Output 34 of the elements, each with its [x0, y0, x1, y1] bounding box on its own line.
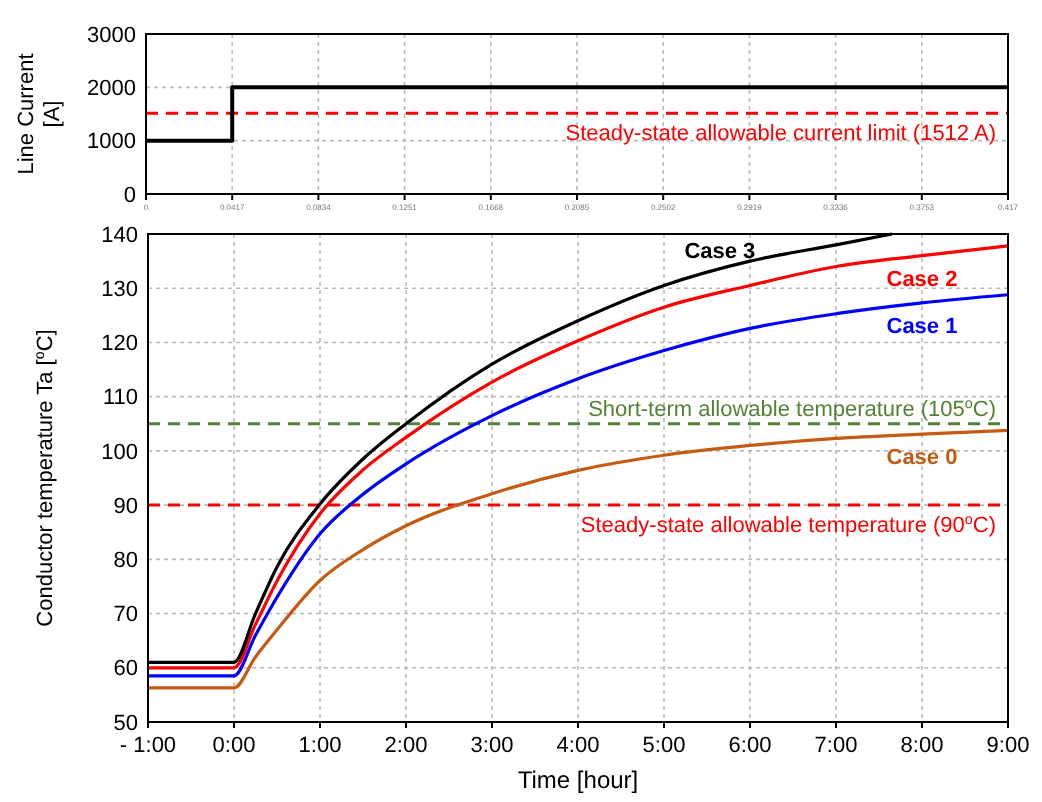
line-series: [146, 428, 1010, 690]
series-label: Case 3: [684, 239, 756, 264]
x-tick-label: 0:00: [212, 734, 256, 758]
x-tick-label: - 1:00: [119, 734, 177, 758]
series-label: Case 1: [886, 314, 958, 339]
y-tick-label: 140: [101, 223, 138, 248]
series-label: Case 2: [886, 267, 958, 292]
y-axis-title: Line Current [A]: [15, 53, 65, 175]
y-tick-label: 1000: [87, 130, 136, 155]
ref-line-label: Steady-state allowable temperature (90$^{o}$C): [580, 511, 996, 538]
y-tick-label: 120: [101, 332, 138, 357]
x-tick-label: 1:00: [298, 734, 342, 758]
y-tick-label: 90: [113, 494, 138, 519]
x-tick-label: 6:00: [728, 734, 772, 758]
x-tick-label: 8:00: [900, 734, 944, 758]
y-tick-label: 110: [102, 386, 138, 411]
y-tick-label: 70: [113, 603, 138, 628]
ref-line-label: Short-term allowable temperature (105$^{o}$C): [588, 395, 996, 422]
x-tick-label: 7:00: [814, 734, 858, 758]
x-tick-label: 9:00: [986, 734, 1030, 758]
y-tick-label: 50: [113, 711, 138, 736]
x-tick-label: 5:00: [642, 734, 686, 758]
series-label: Case 0: [886, 446, 958, 471]
y-tick-label: 100: [101, 440, 138, 465]
x-axis-title: Time [hour]: [517, 766, 639, 794]
y-tick-label: 130: [101, 277, 138, 302]
x-tick-label: 4:00: [556, 734, 600, 758]
y-tick-label: 3000: [87, 23, 136, 48]
y-tick-label: 60: [113, 657, 138, 682]
y-tick-label: 2000: [87, 77, 136, 102]
ref-line-label: Steady-state allowable current limit (1512 A): [565, 122, 996, 147]
x-tick-label: 2:00: [384, 734, 428, 758]
y-tick-label: 80: [113, 549, 138, 574]
x-tick-label: 3:00: [470, 734, 514, 758]
